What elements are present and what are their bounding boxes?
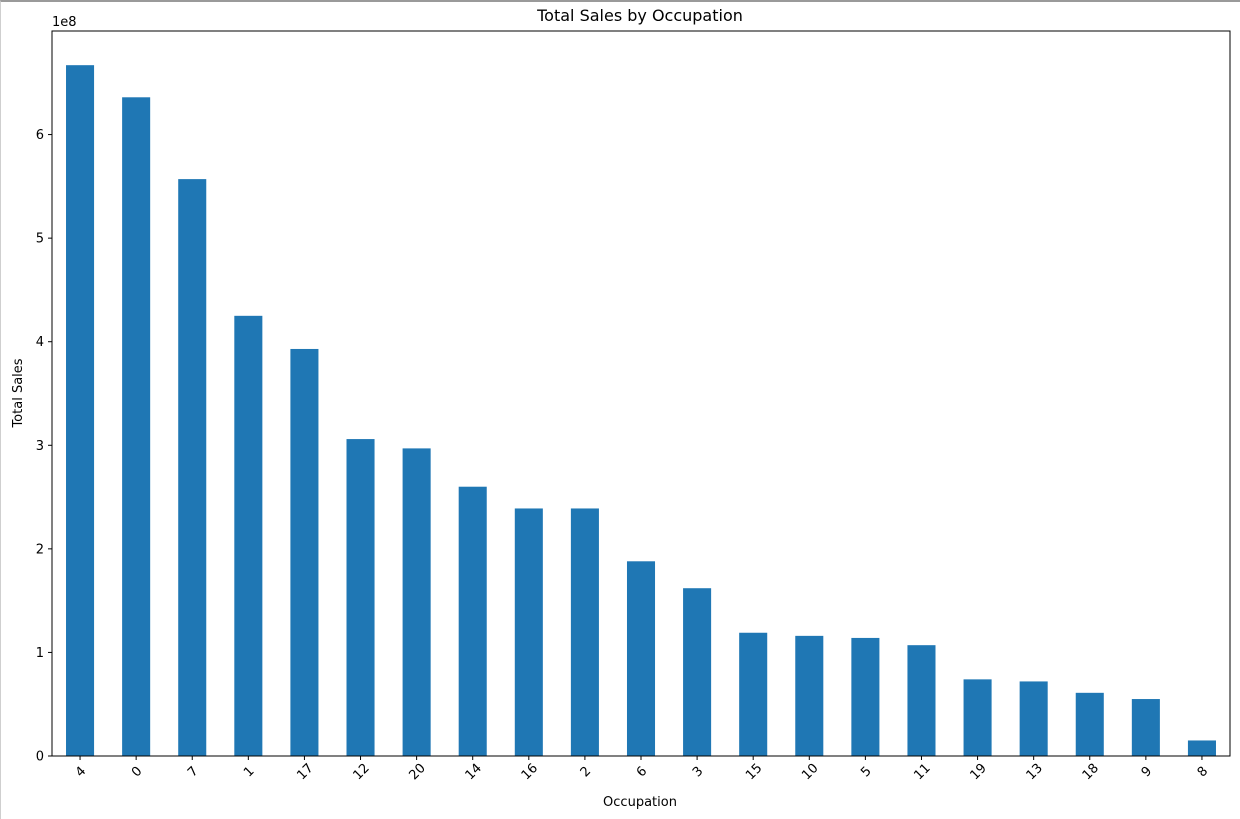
chart-title: Total Sales by Occupation — [536, 6, 743, 25]
bar-occupation-1 — [234, 315, 263, 756]
x-tick-label: 13 — [1024, 761, 1046, 783]
x-tick-label: 3 — [690, 764, 706, 780]
x-tick-label: 2 — [578, 764, 594, 780]
x-tick-label: 10 — [799, 761, 821, 783]
bar-occupation-16 — [514, 508, 543, 756]
x-tick-label: 20 — [407, 761, 429, 783]
bar-occupation-13 — [1019, 681, 1048, 756]
bar-occupation-17 — [290, 348, 319, 756]
bar-occupation-0 — [122, 97, 151, 757]
y-ticks-group: 0 1 2 3 4 5 6 — [36, 128, 52, 765]
x-tick-label: 18 — [1080, 761, 1102, 783]
x-ticks-group: 4 0 7 1 17 12 20 14 16 2 6 3 15 10 5 11 19 13 18 9 8 — [73, 756, 1211, 783]
bar-occupation-12 — [346, 439, 375, 756]
y-tick-label: 4 — [36, 335, 44, 350]
bar-occupation-6 — [626, 561, 656, 756]
x-tick-label: 15 — [743, 761, 765, 783]
x-tick-label: 4 — [73, 764, 89, 780]
x-tick-label: 12 — [350, 761, 372, 783]
x-tick-label: 17 — [294, 761, 316, 783]
y-tick-label: 0 — [36, 750, 44, 765]
y-axis-label: Total Sales — [11, 358, 26, 428]
bar-occupation-7 — [178, 179, 207, 757]
bar-occupation-8 — [1187, 740, 1216, 756]
x-axis-label: Occupation — [603, 795, 677, 810]
y-tick-label: 5 — [36, 232, 44, 247]
y-offset-label: 1e8 — [52, 15, 77, 30]
bar-occupation-2 — [570, 508, 599, 756]
x-tick-label: 14 — [463, 761, 485, 783]
x-tick-label: 8 — [1195, 764, 1211, 780]
bar-occupation-9 — [1131, 699, 1160, 756]
y-tick-label: 6 — [36, 128, 44, 143]
y-tick-label: 1 — [36, 646, 44, 661]
x-tick-label: 11 — [911, 761, 933, 783]
x-tick-label: 9 — [1139, 764, 1155, 780]
bars-group — [66, 65, 1216, 757]
bar-occupation-10 — [795, 635, 824, 756]
x-tick-label: 6 — [634, 764, 650, 780]
x-tick-label: 19 — [967, 761, 989, 783]
x-tick-label: 1 — [241, 764, 257, 780]
bar-occupation-15 — [739, 632, 768, 756]
y-tick-label: 2 — [36, 542, 44, 557]
bar-occupation-20 — [402, 448, 431, 756]
bar-occupation-11 — [907, 645, 936, 756]
y-tick-label: 3 — [36, 439, 44, 454]
bar-occupation-18 — [1075, 692, 1104, 756]
bar-occupation-5 — [851, 637, 880, 756]
axes-frame — [51, 30, 1231, 757]
bar-occupation-3 — [683, 588, 712, 756]
bar-occupation-4 — [66, 65, 95, 757]
x-tick-label: 16 — [519, 761, 541, 783]
x-tick-label: 0 — [129, 764, 145, 780]
bar-occupation-14 — [458, 486, 487, 756]
bar-occupation-19 — [963, 679, 992, 756]
x-tick-label: 5 — [858, 764, 874, 780]
x-tick-label: 7 — [185, 764, 201, 780]
